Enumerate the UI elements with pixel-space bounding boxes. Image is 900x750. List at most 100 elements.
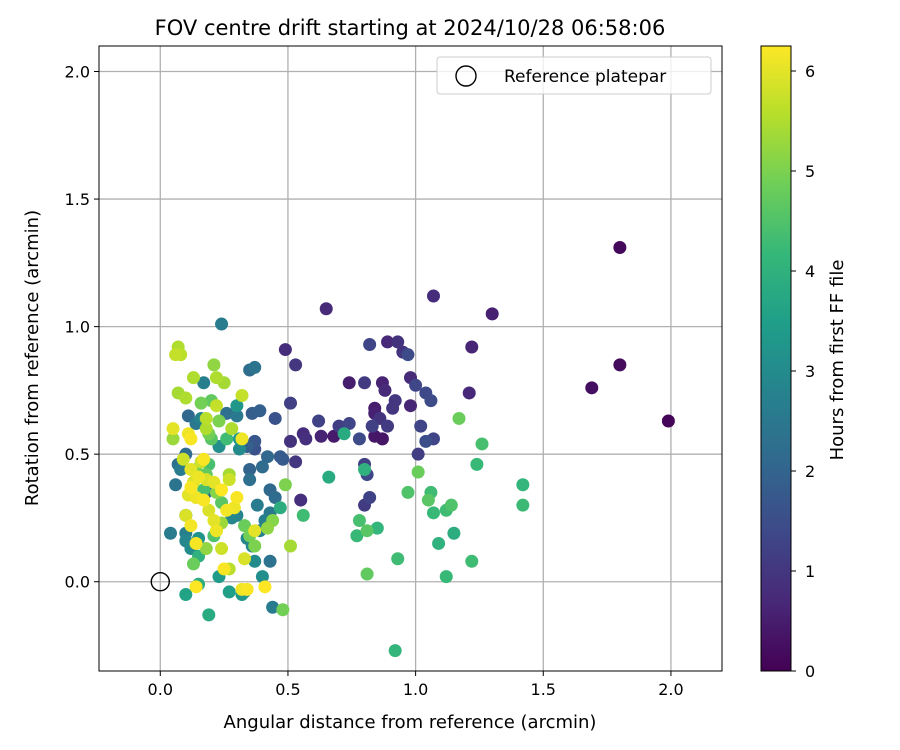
- scatter-point: [360, 524, 374, 538]
- colorbar-tick-label: 4: [805, 262, 815, 281]
- scatter-point: [299, 432, 313, 446]
- scatter-point: [243, 462, 257, 476]
- scatter-point: [358, 462, 372, 476]
- scatter-point: [516, 498, 530, 512]
- scatter-point: [421, 493, 435, 507]
- legend-label: Reference platepar: [504, 67, 666, 87]
- scatter-point: [261, 521, 275, 535]
- y-tick-label: 2.0: [65, 63, 90, 82]
- colorbar-tick-label: 3: [805, 362, 815, 381]
- scatter-point: [294, 493, 308, 507]
- legend-box: [436, 56, 712, 95]
- scatter-point: [197, 493, 211, 507]
- scatter-point: [327, 429, 341, 443]
- scatter-point: [220, 432, 234, 446]
- colorbar-tick-label: 5: [805, 162, 815, 181]
- x-axis-title: Angular distance from reference (arcmin): [224, 712, 597, 733]
- scatter-point: [516, 478, 530, 492]
- x-tick-label: 2.0: [658, 680, 683, 699]
- scatter-point: [401, 485, 415, 499]
- scatter-point: [184, 432, 198, 446]
- scatter-point: [268, 411, 282, 425]
- scatter-point: [414, 419, 428, 433]
- scatter-point: [391, 335, 405, 349]
- scatter-point: [212, 414, 226, 428]
- scatter-point: [240, 582, 254, 596]
- scatter-point: [273, 501, 287, 515]
- scatter-point: [283, 396, 297, 410]
- scatter-point: [209, 399, 223, 413]
- y-tick-label: 0.5: [65, 445, 90, 464]
- scatter-point: [289, 358, 303, 372]
- scatter-point: [235, 432, 249, 446]
- scatter-point: [444, 498, 458, 512]
- scatter-point: [342, 417, 356, 431]
- scatter-point: [263, 554, 277, 568]
- scatter-point: [465, 554, 479, 568]
- scatter-point: [186, 557, 200, 571]
- scatter-point: [179, 508, 193, 522]
- scatter-points: [163, 241, 675, 658]
- scatter-point: [207, 513, 221, 527]
- scatter-point: [411, 447, 425, 461]
- scatter-point: [273, 450, 287, 464]
- scatter-point: [358, 376, 372, 390]
- plot-frame: [98, 45, 723, 672]
- scatter-point: [462, 386, 476, 400]
- scatter-point: [258, 580, 272, 594]
- scatter-point: [312, 414, 326, 428]
- scatter-point: [230, 491, 244, 505]
- scatter-point: [217, 562, 231, 576]
- y-tick-label: 1.0: [65, 318, 90, 337]
- scatter-point: [184, 480, 198, 494]
- colorbar-tick-label: 1: [805, 562, 815, 581]
- scatter-point: [186, 371, 200, 385]
- scatter-point: [388, 644, 402, 658]
- scatter-point: [370, 521, 384, 535]
- scatter-point: [222, 473, 236, 487]
- scatter-point: [199, 542, 213, 556]
- scatter-point: [243, 473, 257, 487]
- chart-title: FOV centre drift starting at 2024/10/28 …: [155, 16, 666, 40]
- legend-marker-icon: [455, 65, 477, 87]
- scatter-point: [230, 399, 244, 413]
- scatter-point: [470, 457, 484, 471]
- scatter-point: [261, 450, 275, 464]
- x-tick-label: 0.5: [275, 680, 300, 699]
- colorbar-tick-label: 2: [805, 462, 815, 481]
- scatter-point: [424, 394, 438, 408]
- scatter-point: [225, 422, 239, 436]
- colorbar-tick-label: 6: [805, 62, 815, 81]
- scatter-point: [248, 554, 262, 568]
- scatter-point: [613, 358, 627, 372]
- scatter-point: [235, 388, 249, 402]
- scatter-point: [365, 419, 379, 433]
- scatter-point: [222, 585, 236, 599]
- scatter-point: [248, 539, 262, 553]
- scatter-point: [283, 539, 297, 553]
- scatter-point: [419, 434, 433, 448]
- colorbar-frame: [760, 45, 792, 672]
- scatter-point: [401, 348, 415, 362]
- scatter-point: [220, 503, 234, 517]
- scatter-point: [337, 427, 351, 441]
- scatter-point: [360, 567, 374, 581]
- scatter-point: [199, 411, 213, 425]
- scatter-point: [189, 536, 203, 550]
- scatter-point: [363, 337, 377, 351]
- scatter-point: [194, 396, 208, 410]
- scatter-point: [230, 409, 244, 423]
- scatter-point: [248, 524, 262, 538]
- y-axis-title: Rotation from reference (arcmin): [22, 210, 43, 506]
- scatter-point: [289, 455, 303, 469]
- scatter-point: [585, 381, 599, 395]
- colorbar-gradient: [761, 46, 791, 671]
- colorbar-tick-label: 0: [805, 662, 815, 681]
- scatter-point: [409, 378, 423, 392]
- scatter-point: [166, 422, 180, 436]
- scatter-point: [439, 570, 453, 584]
- scatter-point: [426, 289, 440, 303]
- legend: Reference platepar: [436, 56, 712, 95]
- scatter-point: [391, 552, 405, 566]
- scatter-point: [184, 519, 198, 533]
